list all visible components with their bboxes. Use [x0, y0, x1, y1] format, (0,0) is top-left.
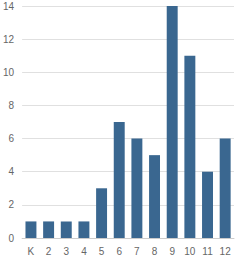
svg-text:0: 0: [9, 233, 15, 244]
svg-text:K: K: [28, 246, 35, 257]
svg-text:9: 9: [169, 246, 175, 257]
svg-text:3: 3: [63, 246, 69, 257]
svg-text:12: 12: [220, 246, 232, 257]
svg-text:2: 2: [46, 246, 52, 257]
svg-text:5: 5: [99, 246, 105, 257]
svg-text:12: 12: [3, 34, 15, 45]
svg-text:6: 6: [116, 246, 122, 257]
svg-text:6: 6: [9, 133, 15, 144]
svg-text:2: 2: [9, 199, 15, 210]
svg-text:7: 7: [134, 246, 140, 257]
svg-text:8: 8: [9, 100, 15, 111]
svg-text:4: 4: [9, 166, 15, 177]
svg-text:8: 8: [152, 246, 158, 257]
svg-text:4: 4: [81, 246, 87, 257]
svg-text:10: 10: [3, 67, 15, 78]
svg-text:11: 11: [202, 246, 213, 257]
svg-text:14: 14: [3, 1, 15, 12]
svg-text:10: 10: [184, 246, 196, 257]
